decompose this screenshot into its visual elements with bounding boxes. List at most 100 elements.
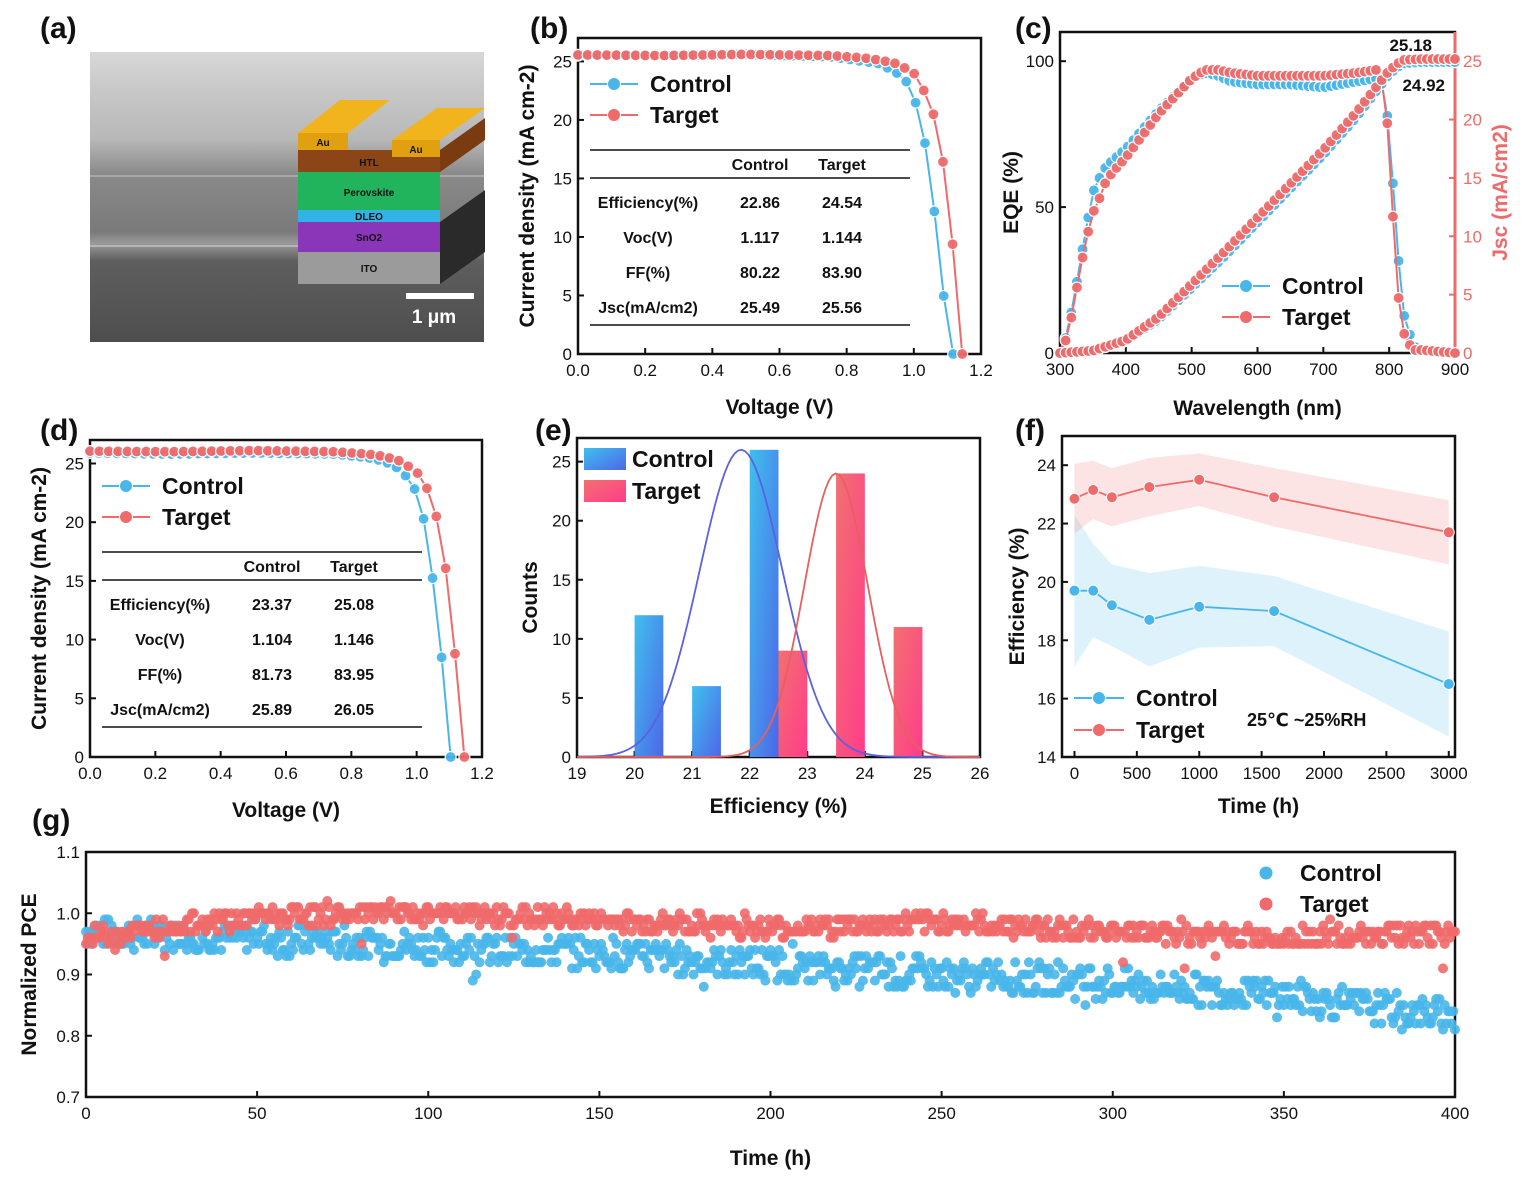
series-target-point xyxy=(1325,914,1336,925)
series-target-point xyxy=(1042,914,1053,925)
x-tick-label: 150 xyxy=(585,1104,613,1123)
series-target-point xyxy=(356,938,367,949)
scale-bar xyxy=(406,293,474,299)
series-target-point xyxy=(1118,957,1129,968)
series-target-left-point xyxy=(1082,225,1095,238)
x-tick-label: 0 xyxy=(1070,764,1079,783)
layer-dleo-label: DLEO xyxy=(355,212,383,223)
y-tick-label: 25 xyxy=(65,454,84,473)
y-tick-label: 14 xyxy=(1037,748,1056,767)
series-target-point xyxy=(1179,963,1190,974)
table-row-label: Voc(V) xyxy=(623,230,672,247)
series-target-point xyxy=(908,67,921,80)
series-target-point xyxy=(1087,483,1100,496)
x-tick-label: 300 xyxy=(1099,1104,1127,1123)
series-control-point xyxy=(363,951,374,962)
series-target-point xyxy=(823,914,834,925)
x-tick-label: 21 xyxy=(683,764,702,783)
layer-perovskite xyxy=(298,172,440,210)
series-control-point xyxy=(128,945,139,955)
series-target-left-point xyxy=(1099,177,1112,190)
series-target-point xyxy=(503,908,514,919)
distribution-target xyxy=(577,472,981,758)
series-control-point xyxy=(1258,987,1269,998)
legend-marker xyxy=(1239,310,1253,324)
series-control-point xyxy=(928,205,941,218)
series-control-point xyxy=(993,957,1004,968)
y-tick-label: 22 xyxy=(1037,515,1056,534)
series-control-right-line xyxy=(1059,61,1455,354)
series-target-point xyxy=(353,914,364,925)
x-axis-label: Efficiency (%) xyxy=(710,795,848,818)
series-control-point xyxy=(408,482,421,496)
series-target-point xyxy=(1268,491,1281,504)
table-row-label: Jsc(mA/cm2) xyxy=(598,300,698,317)
x-tick-label: 0.4 xyxy=(209,764,233,783)
series-target-left-point xyxy=(1381,117,1394,130)
series-target-point xyxy=(1186,938,1197,949)
legend-entry: Control xyxy=(650,71,732,97)
x-tick-label: 0.8 xyxy=(835,361,859,380)
series-control-point xyxy=(1297,1006,1308,1017)
series-target-left-point xyxy=(1448,346,1462,360)
distribution-control xyxy=(576,448,980,758)
series-target-point xyxy=(1143,481,1156,494)
series-control-point xyxy=(531,945,542,955)
series-control-point xyxy=(1025,969,1036,980)
series-control-point xyxy=(1049,969,1060,980)
series-control-point xyxy=(325,945,336,955)
series-target-point xyxy=(1323,938,1334,949)
layer-htl-label: HTL xyxy=(359,158,378,169)
series-target-point xyxy=(898,61,911,75)
panel-e-histogram-chart: 19 20 21 22 23 24 25 26 0 5 10 15 20 25 Efficiency (%)… xyxy=(519,436,989,818)
series-control-point xyxy=(419,945,430,955)
panel-b-jv-chart: 0.0 0.2 0.4 0.6 0.8 1.0 1.2 0 5 10 15 20 25 Voltage (… xyxy=(516,36,993,419)
device-stack-schematic: ITO SnO2 DLEO Perovskite HTL Au Au xyxy=(298,100,485,284)
scale-bar-label: 1 μm xyxy=(412,307,456,328)
series-control-point xyxy=(1261,1000,1272,1011)
series-control-point xyxy=(1080,1000,1091,1011)
series-target-point xyxy=(418,920,429,931)
series-control-point xyxy=(1448,1006,1459,1017)
x-tick-label: 700 xyxy=(1309,360,1337,379)
series-control-point xyxy=(712,969,723,980)
y-tick-label: 10 xyxy=(65,631,84,650)
x-tick-label: 0.8 xyxy=(340,764,364,783)
y-tick-label: 15 xyxy=(552,571,571,590)
series-control-point xyxy=(288,945,299,955)
series-control-line xyxy=(1074,589,1450,685)
series-control-point xyxy=(1005,975,1016,986)
series-control-point xyxy=(1023,957,1034,968)
series-control-point xyxy=(815,969,826,980)
series-control-point xyxy=(1085,963,1096,974)
series-control-point xyxy=(722,969,733,980)
series-target-point xyxy=(904,926,915,937)
panel-label-g: (g) xyxy=(32,804,70,837)
y-tick-label: 15 xyxy=(553,169,572,188)
x-tick-label: 0.0 xyxy=(78,764,102,783)
y-axis-label: EQE (%) xyxy=(1000,151,1023,234)
series-control-point xyxy=(693,951,704,962)
panel-label-f: (f) xyxy=(1015,414,1045,447)
series-control-point xyxy=(1420,1000,1431,1011)
y-axis-label: Normalized PCE xyxy=(18,893,41,1055)
table-cell: 1.104 xyxy=(252,632,292,649)
series-control-point xyxy=(1030,981,1041,992)
series-target-point xyxy=(1414,938,1425,949)
y-tick-label: 50 xyxy=(1035,198,1054,217)
panel-label-e: (e) xyxy=(535,414,572,447)
confidence-band-target xyxy=(1074,453,1449,565)
legend-entry: Target xyxy=(1136,717,1205,743)
series-target-point xyxy=(888,57,902,70)
series-control-point xyxy=(1442,678,1455,691)
table-cell: 23.37 xyxy=(252,597,292,614)
series-control-point xyxy=(1337,981,1348,992)
series-target-left-point xyxy=(1065,311,1078,324)
table-cell: 26.05 xyxy=(334,702,374,719)
series-control-point xyxy=(590,963,601,974)
series-control-point xyxy=(1010,957,1021,968)
layer-ito-label: ITO xyxy=(361,264,378,275)
x-tick-label: 300 xyxy=(1046,360,1074,379)
x-tick-label: 25 xyxy=(913,764,932,783)
x-tick-label: 1000 xyxy=(1180,764,1218,783)
